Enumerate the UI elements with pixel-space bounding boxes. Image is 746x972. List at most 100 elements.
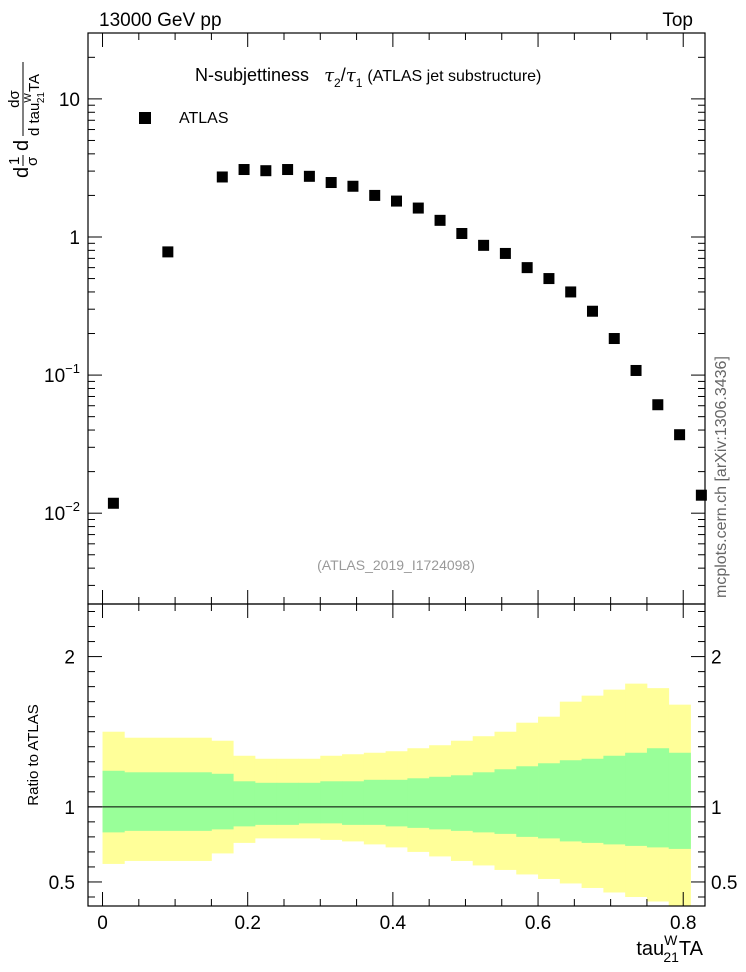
title-suffix: (ATLAS jet substructure) — [367, 68, 541, 85]
data-point — [608, 333, 620, 345]
data-point — [107, 497, 119, 509]
title-tau2: τ — [324, 65, 335, 86]
title-tau1: τ — [346, 65, 357, 86]
band-inner-bin — [254, 782, 278, 825]
ylabel-den-tail: TA — [26, 74, 43, 92]
data-point — [303, 170, 315, 182]
data-point — [478, 239, 490, 251]
tick-base: 1 — [69, 228, 80, 249]
plot-title: N-subjettiness τ2/τ1 (ATLAS jet substruct… — [195, 65, 541, 90]
data-point — [412, 202, 424, 214]
ylabel-sigma: σ — [24, 156, 41, 166]
ratio-y-axis-label: Ratio to ATLAS — [25, 704, 42, 805]
band-inner-bin — [646, 748, 670, 848]
band-inner-bin — [625, 752, 648, 846]
data-point — [695, 489, 707, 501]
band-inner-bin — [102, 770, 125, 833]
data-point — [238, 164, 250, 176]
tick-base: 10 — [44, 504, 65, 525]
band-inner-bin — [385, 779, 408, 827]
band-inner-bin — [559, 760, 582, 842]
band-inner-bin — [668, 752, 691, 849]
ratio-y-tick-label: 0.5 — [49, 873, 75, 894]
data-point — [586, 305, 598, 317]
xlabel-main: tau — [636, 938, 664, 960]
ratio-y-tick-label-right: 2 — [711, 648, 722, 669]
data-point — [260, 165, 272, 177]
xlabel-sub: 21 — [663, 949, 679, 965]
band-inner-bin — [450, 775, 474, 831]
ratio-panel: 0.5 0.5 1 1 2 2 0 0.2 0.4 0.6 0.8 Ratio to ATLAS t… — [25, 603, 738, 965]
xlabel-sup: W — [664, 932, 678, 948]
top-y-tick-label: 10−1 — [44, 361, 80, 387]
ylabel-d2: d — [11, 140, 33, 151]
data-point — [652, 399, 664, 411]
data-point — [499, 247, 511, 259]
title-slash: / — [341, 65, 346, 85]
x-axis-label: tauW 21TA — [636, 932, 703, 965]
data-point — [543, 273, 555, 285]
xlabel-tail: TA — [679, 938, 704, 960]
band-inner-bin — [276, 782, 299, 825]
top-y-ticks — [88, 32, 705, 604]
side-label: mcplots.cern.ch [arXiv:1306.3436] — [713, 356, 730, 598]
data-point — [674, 429, 686, 441]
x-tick-label: 0.6 — [525, 913, 551, 934]
data-point — [630, 364, 642, 376]
data-point — [162, 246, 174, 258]
tick-exp: −2 — [65, 499, 80, 514]
ylabel-one: 1 — [6, 157, 23, 165]
uncertainty-bands — [102, 683, 691, 906]
ylabel-den-sup: W — [23, 93, 34, 103]
band-inner-bin — [124, 772, 212, 831]
title-text: N-subjettiness — [195, 65, 309, 85]
band-inner-bin — [342, 781, 365, 825]
band-inner-bin — [320, 781, 343, 824]
data-point — [347, 180, 359, 192]
band-inner-bin — [516, 766, 539, 837]
data-point — [565, 286, 577, 298]
top-y-tick-label: 10−2 — [44, 499, 80, 525]
data-point — [282, 164, 294, 176]
ratio-plot-frame — [87, 603, 706, 907]
analysis-id: (ATLAS_2019_I1724098) — [317, 557, 475, 573]
band-inner-bin — [603, 755, 626, 845]
title-sub2: 2 — [334, 76, 341, 90]
ylabel-d1: d — [11, 167, 33, 178]
title-sub1: 1 — [356, 76, 363, 90]
band-inner-bin — [298, 782, 321, 824]
ylabel-den-sub: 21 — [36, 92, 47, 104]
data-point — [325, 177, 337, 189]
band-inner-bin — [581, 758, 604, 843]
data-point — [434, 214, 446, 226]
data-point — [521, 262, 533, 274]
ratio-y-tick-label-right: 1 — [711, 798, 722, 819]
tick-exp: −1 — [65, 361, 80, 376]
band-inner-bin — [429, 776, 452, 830]
top-y-tick-label: 10 — [59, 90, 80, 111]
legend-label-atlas: ATLAS — [179, 110, 229, 127]
top-y-axis-label: d 1 σ d dσ d tauW 21TA — [6, 62, 47, 178]
tick-base: 10 — [44, 366, 65, 387]
data-point — [456, 227, 468, 239]
band-inner-bin — [233, 781, 256, 827]
band-inner-bin — [211, 773, 234, 830]
band-inner-bin — [538, 763, 561, 839]
data-points — [107, 164, 707, 509]
band-inner-bin — [363, 779, 387, 825]
ylabel-num: dσ — [6, 89, 23, 107]
x-tick-label: 0.4 — [380, 913, 407, 934]
x-tick-label: 0 — [97, 913, 108, 934]
data-point — [216, 171, 228, 183]
top-y-tick-label: 1 — [69, 228, 80, 249]
ratio-y-tick-label-right: 0.5 — [711, 873, 737, 894]
ratio-tick-labels: 0.5 0.5 1 1 2 2 0 0.2 0.4 0.6 0.8 — [49, 648, 738, 934]
data-point — [369, 189, 381, 201]
legend-marker-atlas — [139, 112, 151, 124]
band-inner-bin — [494, 769, 517, 834]
ratio-ticks — [88, 604, 705, 906]
header-right: Top — [662, 10, 693, 31]
